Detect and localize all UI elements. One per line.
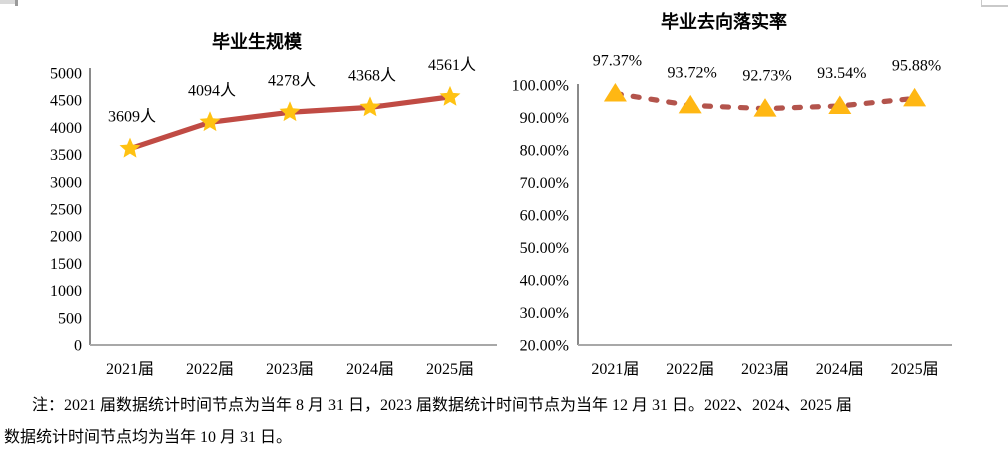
x-category-label: 2021届 (106, 361, 154, 378)
star-data-point-marker (279, 101, 301, 122)
data-point-label: 4368人 (348, 66, 396, 84)
triangle-data-point-marker (903, 87, 927, 107)
y-tick-label: 3000 (50, 174, 82, 191)
data-point-label: 3609人 (108, 108, 156, 126)
y-tick-label: 2500 (50, 202, 82, 219)
y-tick-label: 100.00% (512, 78, 569, 95)
y-tick-label: 4500 (50, 93, 82, 110)
corner-artifact-top-right (981, 0, 1008, 7)
y-tick-label: 20.00% (520, 338, 569, 355)
star-data-point-marker (119, 137, 141, 158)
x-category-label: 2025届 (426, 361, 474, 378)
x-category-label: 2022届 (666, 361, 714, 378)
y-tick-label: 60.00% (520, 208, 569, 225)
x-category-label: 2025届 (891, 361, 939, 378)
graduate-scale-chart-title: 毕业生规模 (212, 32, 302, 52)
x-category-label: 2024届 (346, 361, 394, 378)
data-point-label: 4094人 (188, 81, 236, 99)
x-category-label: 2023届 (266, 361, 314, 378)
y-tick-label: 3500 (50, 147, 82, 164)
corner-artifact-top-left-tick (15, 0, 18, 6)
triangle-data-point-marker (603, 83, 627, 102)
y-tick-label: 50.00% (520, 240, 569, 257)
y-tick-label: 70.00% (520, 175, 569, 192)
y-tick-label: 80.00% (520, 143, 569, 160)
footnote-line-1: 注：2021 届数据统计时间节点为当年 8 月 31 日，2023 届数据统计时… (32, 397, 853, 414)
x-category-label: 2023届 (741, 361, 789, 378)
data-point-label: 93.72% (668, 64, 717, 81)
footnote-line-2: 数据统计时间节点均为当年 10 月 31 日。 (4, 429, 293, 446)
x-category-label: 2024届 (816, 361, 864, 378)
triangle-data-point-marker (678, 94, 702, 114)
y-tick-label: 500 (58, 310, 82, 327)
y-tick-label: 2000 (50, 229, 82, 246)
data-point-label: 92.73% (742, 68, 791, 85)
y-tick-label: 5000 (50, 66, 82, 83)
data-point-label: 95.88% (892, 57, 941, 74)
line-charts-canvas: 5000450040003500300025002000150010005000… (50, 53, 952, 378)
y-tick-label: 30.00% (520, 305, 569, 322)
y-tick-label: 4000 (50, 120, 82, 137)
data-point-label: 4561人 (428, 56, 476, 74)
y-tick-label: 90.00% (520, 110, 569, 127)
star-data-point-marker (199, 111, 221, 132)
x-category-label: 2021届 (591, 361, 639, 378)
footnote: 注：2021 届数据统计时间节点为当年 8 月 31 日，2023 届数据统计时… (4, 390, 1004, 454)
corner-artifact-top-left-bar (0, 0, 15, 4)
triangle-data-point-marker (828, 95, 852, 114)
y-tick-label: 1500 (50, 256, 82, 273)
data-point-label: 4278人 (268, 71, 316, 89)
y-tick-label: 1000 (50, 283, 82, 300)
x-category-label: 2022届 (186, 361, 234, 378)
y-tick-label: 0 (74, 338, 82, 355)
star-data-point-marker (359, 96, 381, 117)
y-tick-label: 40.00% (520, 273, 569, 290)
data-point-label: 93.54% (817, 65, 866, 82)
data-point-label: 97.37% (593, 53, 642, 70)
triangle-data-point-marker (753, 98, 777, 117)
employment-rate-chart-title: 毕业去向落实率 (661, 12, 787, 32)
star-data-point-marker (439, 85, 461, 106)
